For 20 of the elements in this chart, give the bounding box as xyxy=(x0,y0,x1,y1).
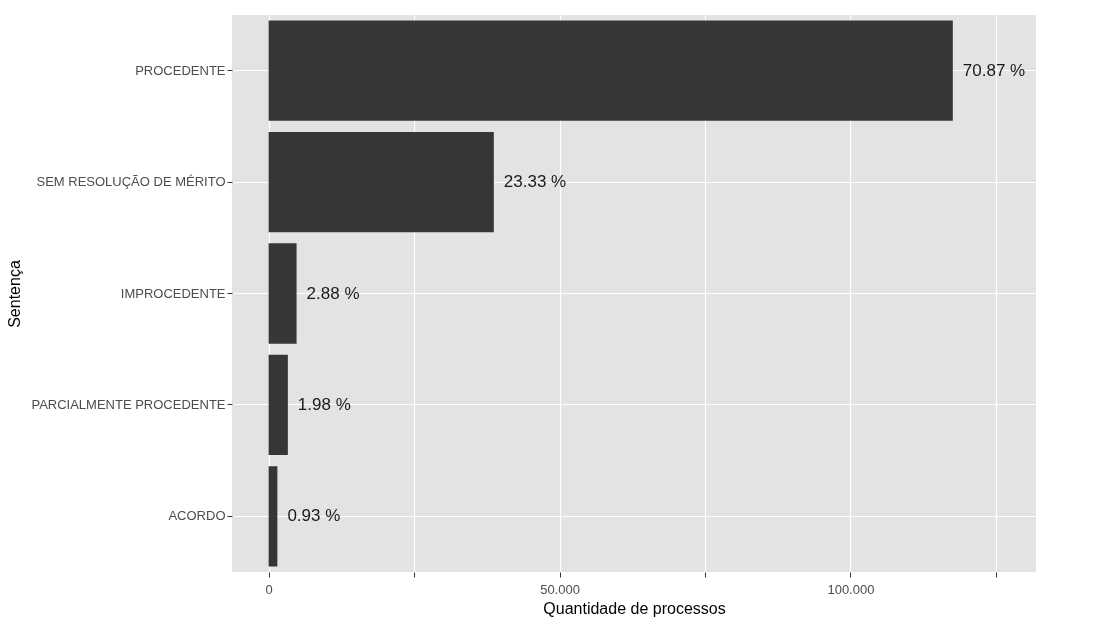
y-axis-title: Sentença xyxy=(5,260,23,328)
x-tick-label: 0 xyxy=(265,581,273,597)
y-tick-label: PROCEDENTE xyxy=(135,62,226,78)
y-tick-label: ACORDO xyxy=(168,508,226,524)
y-tick-label: SEM RESOLUÇÃO DE MÉRITO xyxy=(36,174,226,190)
annotation: 2.88 % xyxy=(306,283,360,303)
x-tick-label: 100.000 xyxy=(827,581,875,597)
bar xyxy=(268,131,494,233)
annotation: 70.87 % xyxy=(962,60,1026,80)
annotation: 1.98 % xyxy=(297,394,351,414)
bar xyxy=(268,20,953,121)
annotation: 0.93 % xyxy=(287,506,341,526)
bar xyxy=(268,243,297,344)
x-axis-title: Quantidade de processos xyxy=(543,599,726,617)
bar xyxy=(268,354,288,456)
x-tick-label: 50.000 xyxy=(540,581,580,597)
y-tick-label: IMPROCEDENTE xyxy=(120,285,226,301)
annotation: 23.33 % xyxy=(503,172,567,192)
bar xyxy=(268,466,278,567)
y-tick-label: PARCIALMENTE PROCEDENTE xyxy=(31,396,226,412)
